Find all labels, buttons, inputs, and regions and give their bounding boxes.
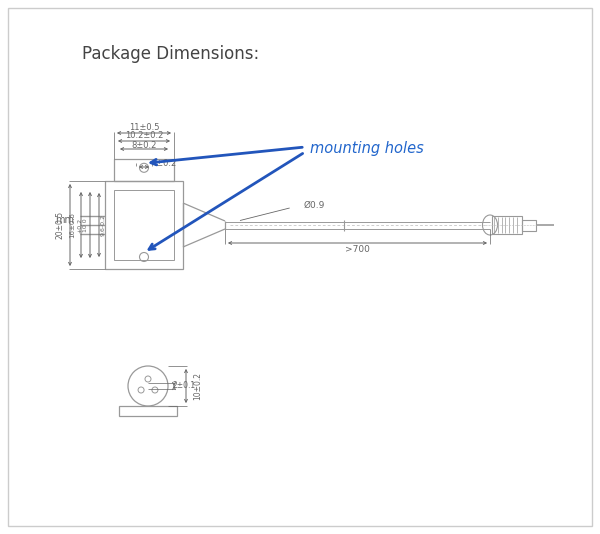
Text: 8±0.2: 8±0.2 [131, 140, 157, 150]
Text: Ø0.9: Ø0.9 [304, 200, 325, 209]
Text: 20±0.5: 20±0.5 [56, 211, 65, 239]
Text: 11±0.5: 11±0.5 [129, 122, 159, 131]
Bar [114, 190, 174, 260]
Bar [492, 216, 522, 234]
Text: >700: >700 [345, 246, 370, 255]
Text: +0.2
10 0: +0.2 10 0 [77, 217, 88, 233]
Text: 16±0.5: 16±0.5 [69, 212, 75, 238]
Text: 4±0.2: 4±0.2 [151, 160, 176, 169]
Bar [105, 181, 183, 269]
Text: mm: mm [55, 215, 74, 225]
Text: 10.2±0.2: 10.2±0.2 [125, 131, 163, 140]
Bar [522, 219, 536, 231]
Text: 10±0.2: 10±0.2 [193, 372, 203, 400]
Text: 2±0.1: 2±0.1 [172, 381, 196, 390]
Bar [119, 406, 177, 416]
Bar [114, 159, 174, 181]
Text: 9.6-0.2: 9.6-0.2 [101, 214, 106, 236]
Text: Package Dimensions:: Package Dimensions: [82, 45, 259, 63]
Text: mounting holes: mounting holes [310, 142, 424, 156]
